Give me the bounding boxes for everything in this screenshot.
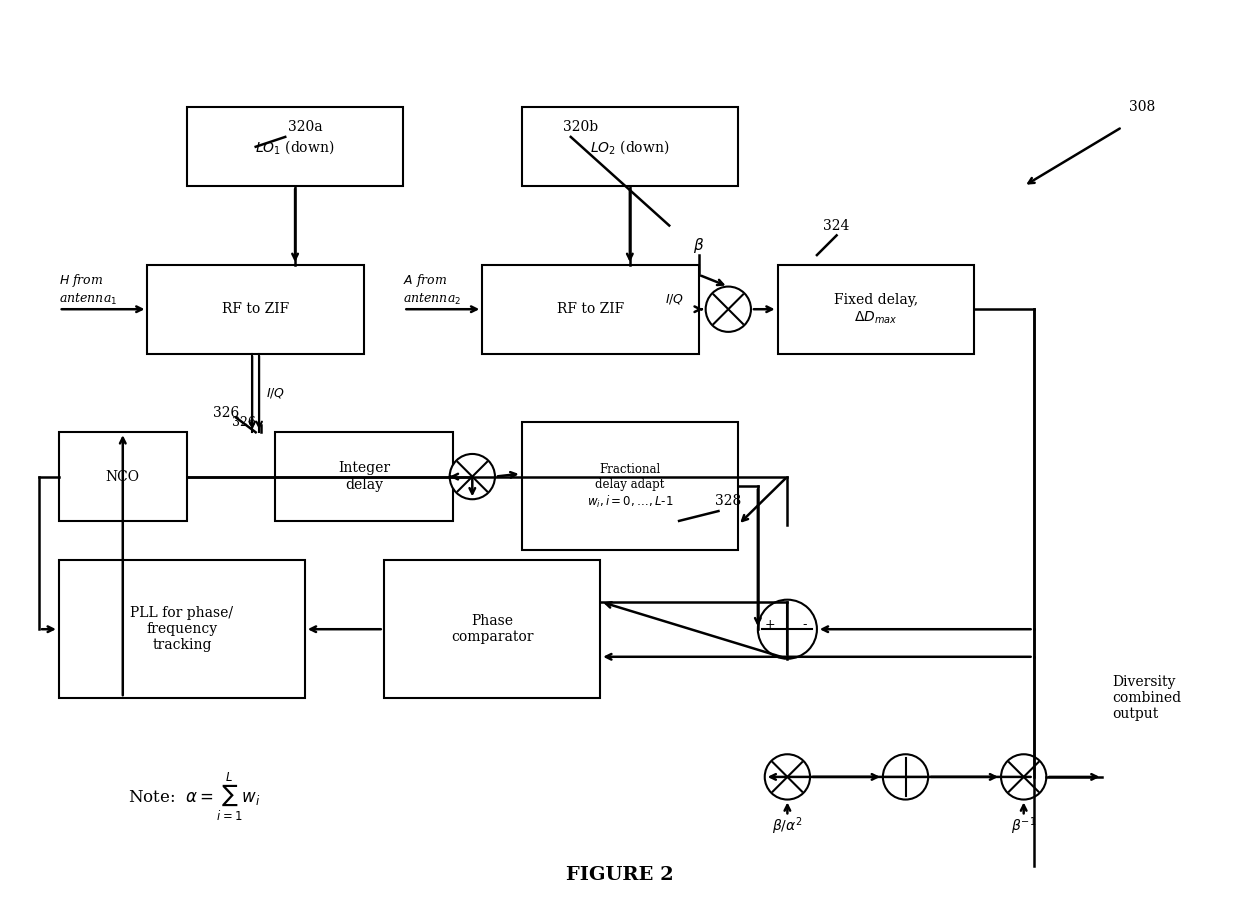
Text: 328: 328	[715, 494, 742, 508]
Text: 320b: 320b	[563, 120, 598, 134]
Text: Phase
comparator: Phase comparator	[451, 614, 533, 644]
Text: 326: 326	[213, 406, 239, 419]
Text: Fractional
delay adapt
$w_i, i=0,\ldots,L\text{-}1$: Fractional delay adapt $w_i, i=0,\ldots,…	[587, 464, 673, 510]
Text: -: -	[802, 618, 807, 630]
FancyBboxPatch shape	[58, 432, 187, 521]
Circle shape	[758, 600, 817, 658]
Text: RF to ZIF: RF to ZIF	[222, 302, 289, 317]
Text: Integer
delay: Integer delay	[339, 462, 391, 492]
Circle shape	[765, 754, 810, 799]
FancyBboxPatch shape	[522, 422, 738, 550]
Text: PLL for phase/
frequency
tracking: PLL for phase/ frequency tracking	[130, 606, 233, 652]
Text: $I/Q$: $I/Q$	[265, 386, 285, 400]
FancyBboxPatch shape	[777, 265, 975, 354]
Text: $H$ from
antenna$_1$: $H$ from antenna$_1$	[58, 272, 117, 307]
Circle shape	[883, 754, 929, 799]
Circle shape	[1001, 754, 1047, 799]
Circle shape	[450, 454, 495, 499]
FancyBboxPatch shape	[275, 432, 453, 521]
FancyBboxPatch shape	[187, 107, 403, 186]
Text: Diversity
combined
output: Diversity combined output	[1112, 675, 1182, 722]
Text: RF to ZIF: RF to ZIF	[557, 302, 624, 317]
Text: $LO_1$ (down): $LO_1$ (down)	[255, 138, 335, 156]
Text: 320a: 320a	[288, 120, 322, 134]
Text: Note:  $\alpha = \sum_{i=1}^{L} w_i$: Note: $\alpha = \sum_{i=1}^{L} w_i$	[128, 770, 260, 823]
FancyBboxPatch shape	[148, 265, 365, 354]
Text: 326: 326	[232, 416, 255, 429]
FancyBboxPatch shape	[522, 107, 738, 186]
Text: 308: 308	[1128, 100, 1154, 115]
FancyBboxPatch shape	[383, 560, 600, 698]
Text: $\beta/\alpha^2$: $\beta/\alpha^2$	[773, 815, 802, 837]
Text: Fixed delay,
$\Delta D_{max}$: Fixed delay, $\Delta D_{max}$	[835, 293, 918, 326]
Text: NCO: NCO	[105, 470, 140, 483]
Text: FIGURE 2: FIGURE 2	[567, 866, 673, 884]
Text: $\beta^{-1}$: $\beta^{-1}$	[1011, 815, 1037, 837]
Text: 324: 324	[823, 218, 849, 233]
Circle shape	[706, 287, 751, 332]
FancyBboxPatch shape	[58, 560, 305, 698]
Text: $A$ from
antenna$_2$: $A$ from antenna$_2$	[403, 272, 461, 307]
Text: $I/Q$: $I/Q$	[665, 292, 683, 307]
Text: +: +	[764, 618, 775, 630]
FancyBboxPatch shape	[482, 265, 699, 354]
Text: $\beta$: $\beta$	[693, 235, 704, 254]
Text: $LO_2$ (down): $LO_2$ (down)	[590, 138, 670, 156]
